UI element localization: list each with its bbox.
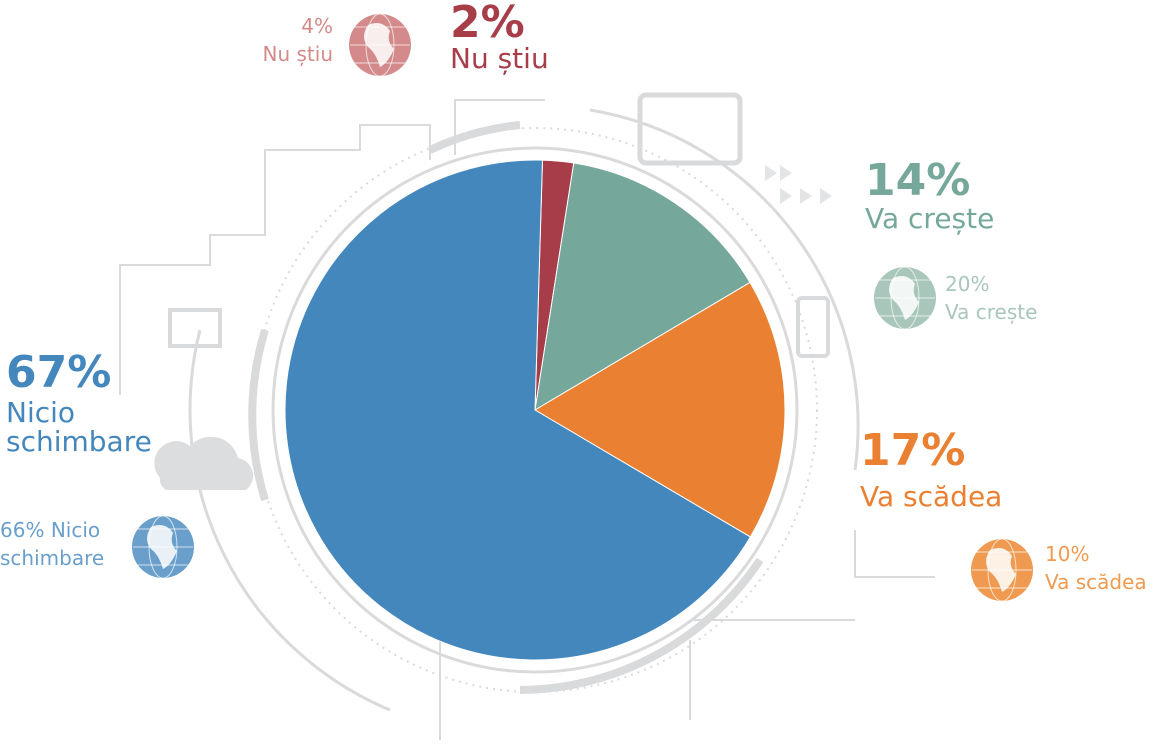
- value-label: 14%: [865, 155, 971, 206]
- value-label: 67%: [6, 347, 112, 398]
- comparison-label: 4% Nu știu: [263, 12, 334, 68]
- globe-land: [364, 23, 394, 67]
- comparison-category: Va scădea: [1045, 570, 1147, 594]
- category-label: Va scădea: [860, 480, 1003, 513]
- comparison-category: Va crește: [945, 300, 1038, 324]
- globe: [971, 538, 1033, 602]
- comparison-value: 10%: [1045, 542, 1090, 566]
- globe-line: [890, 266, 920, 330]
- globe: [132, 515, 194, 579]
- comparison-value: 66%: [0, 518, 45, 542]
- value-label: 2%: [450, 0, 525, 48]
- comparison-value: 4%: [301, 14, 333, 38]
- category-label: Nicio schimbare: [6, 396, 152, 459]
- category-label: Nu știu: [450, 42, 549, 75]
- category-label: Va crește: [865, 202, 995, 235]
- globe-land: [147, 525, 177, 569]
- comparison-label: 10% Va scădea: [1045, 540, 1147, 596]
- globe-line: [987, 538, 1017, 602]
- comparison-label: 66% Nicio schimbare: [0, 516, 120, 572]
- comparison-category: Nu știu: [262, 42, 334, 66]
- globe: [874, 266, 936, 330]
- comparison-label: 20% Va crește: [945, 270, 1037, 326]
- comparison-value: 20%: [945, 272, 990, 296]
- pie-slice: [534, 162, 751, 411]
- globe-land: [889, 276, 919, 320]
- globe: [349, 13, 411, 77]
- globe-line: [148, 515, 178, 579]
- pie-slice: [534, 281, 786, 538]
- pie-slice: [284, 159, 752, 661]
- globe-line: [365, 13, 395, 77]
- comparison-category: Nicio schimbare: [0, 518, 105, 570]
- globe-land: [986, 548, 1016, 592]
- decoration: [119, 92, 935, 740]
- value-label: 17%: [860, 425, 966, 476]
